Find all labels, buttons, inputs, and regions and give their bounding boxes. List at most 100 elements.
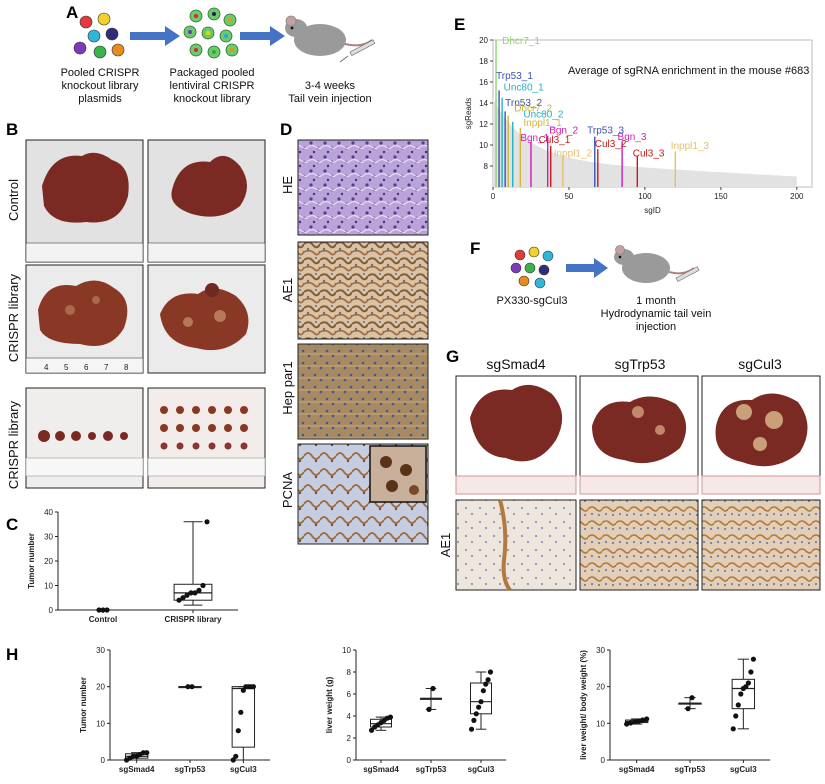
data-point [180, 595, 186, 601]
data-point [735, 702, 741, 708]
sg-label: Bgn_3 [618, 132, 647, 143]
y-tick-label: 18 [479, 57, 488, 66]
y-tick-label: 30 [96, 646, 105, 655]
data-point [730, 726, 736, 732]
histology-ae1 [297, 241, 429, 340]
data-point [196, 587, 202, 594]
ruler-number-8: 8 [124, 363, 129, 372]
histology-ae1-sgsmad4 [455, 499, 577, 591]
y-tick-label: 20 [479, 36, 488, 45]
data-point [644, 716, 650, 722]
sg-label: Unc80_1 [504, 82, 544, 93]
liver-photo-sgtrp53 [579, 375, 699, 495]
y-tick-label: 30 [596, 646, 605, 655]
x-tick-label: sgCul3 [468, 765, 495, 774]
x-tick-label: sgSmad4 [119, 765, 155, 774]
tumor-photo-crispr-2 [147, 387, 266, 489]
sg-label: Dhcr7_1 [502, 36, 540, 47]
row-label-crispr-1: CRISPR library [6, 273, 21, 362]
injection-label-f-2: Hydrodynamic tail vein [601, 308, 712, 320]
data-point [471, 717, 477, 724]
x-tick-label: CRISPR library [165, 615, 222, 624]
data-point [185, 684, 191, 690]
data-point [733, 713, 739, 719]
liver-photo-sgsmad4 [455, 375, 577, 495]
row-label-crispr-2: CRISPR library [6, 400, 21, 489]
y-tick-label: 12 [479, 120, 488, 129]
x-tick-label: 50 [564, 192, 573, 201]
y-axis-label: sgReads [464, 98, 473, 130]
y-tick-label: 4 [347, 712, 352, 721]
data-point [238, 709, 244, 715]
data-point [743, 684, 749, 690]
ruler-number-7: 7 [104, 363, 109, 372]
data-point [240, 687, 246, 693]
column-label-sgsmad4: sgSmad4 [486, 356, 545, 372]
sg-label: Cul3_2 [595, 139, 627, 150]
y-tick-label: 10 [342, 646, 351, 655]
sg-label: Cul3_3 [633, 149, 665, 160]
y-tick-label: 14 [479, 99, 488, 108]
y-tick-label: 6 [347, 690, 352, 699]
sg-label: Bgn_1 [520, 133, 549, 144]
box-iqr [173, 583, 213, 601]
packaged-library-label-1: Packaged pooled [169, 67, 254, 79]
liver-photo-crispr-1 [25, 264, 144, 374]
data-point [636, 718, 642, 724]
sg-label: Inppl1_3 [671, 141, 710, 152]
tumor-photo-crispr-1 [25, 387, 144, 489]
data-point [624, 721, 630, 727]
injection-label-f-1: 1 month [636, 295, 676, 307]
data-point [230, 757, 236, 763]
arrow-a2 [240, 26, 285, 46]
x-tick-label: sgCul3 [230, 765, 257, 774]
histology-hep-par1 [297, 343, 429, 440]
data-point [689, 695, 695, 701]
x-axis-label: sgID [644, 206, 661, 215]
packaged-library-label-2: lentiviral CRISPR [170, 80, 255, 92]
data-point [685, 706, 691, 712]
data-point [250, 684, 257, 690]
pooled-library-label-2: knockout library [61, 80, 139, 92]
sg-label: Dhcr7_2 [514, 103, 552, 114]
y-tick-label: 0 [601, 756, 606, 765]
liver-photo-crispr-2 [147, 264, 266, 374]
data-point [192, 590, 198, 596]
data-point [200, 582, 206, 589]
panel-label-b: B [6, 120, 18, 139]
panel-label-h: H [6, 645, 18, 664]
virus-pool-icon [183, 7, 239, 59]
row-label-control: Control [6, 179, 21, 221]
background-distribution [493, 98, 797, 187]
column-label-sgtrp53: sgTrp53 [615, 356, 666, 372]
ruler-number-4: 4 [44, 363, 49, 372]
chart-title: Average of sgRNA enrichment in the mouse… [568, 65, 809, 77]
data-point [204, 519, 210, 525]
panel-label-a: A [66, 3, 78, 22]
stain-label-ae1: AE1 [280, 278, 295, 303]
ruler-number-6: 6 [84, 363, 89, 372]
bile-duct-stain [498, 499, 512, 592]
histology-ae1-sgcul3 [701, 499, 821, 591]
y-tick-label: 20 [44, 557, 53, 566]
data-point [483, 681, 489, 687]
data-point [184, 592, 190, 598]
y-tick-label: 30 [44, 533, 53, 542]
data-point [426, 706, 432, 713]
data-point [188, 590, 194, 596]
y-tick-label: 20 [96, 683, 105, 692]
data-point [468, 726, 475, 732]
data-point [748, 669, 754, 675]
y-tick-label: 8 [484, 162, 489, 171]
panel-label-f: F [470, 239, 480, 258]
x-tick-label: 0 [491, 192, 496, 201]
x-tick-label: sgTrp53 [675, 765, 706, 774]
mouse-icon-a [285, 15, 376, 63]
stain-label-pcna: PCNA [280, 472, 295, 508]
pooled-library-label-3: plasmids [78, 93, 122, 105]
data-point [640, 717, 646, 723]
y-tick-label: 8 [347, 668, 352, 677]
x-tick-label: sgCul3 [730, 765, 757, 774]
y-tick-label: 0 [347, 756, 352, 765]
